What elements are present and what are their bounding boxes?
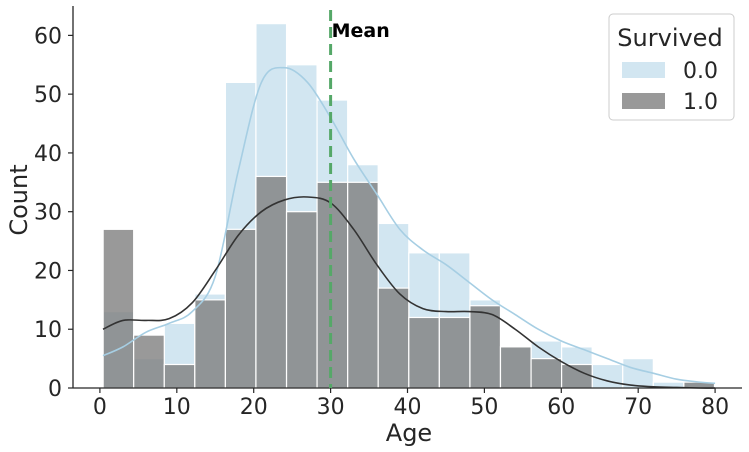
y-tick-label-60: 60 bbox=[34, 24, 62, 49]
x-tick-label-30: 30 bbox=[317, 395, 345, 420]
mean-label: Mean bbox=[332, 20, 390, 42]
bar-survived-1.0-bin-4 bbox=[224, 228, 257, 389]
bar-survived-0.0-bin-17 bbox=[622, 358, 654, 389]
bar-survived-1.0-bin-2 bbox=[163, 363, 196, 389]
bar-survived-1.0-bin-0 bbox=[102, 228, 135, 389]
bar-survived-1.0-bin-14 bbox=[530, 358, 563, 389]
x-tick-label-40: 40 bbox=[394, 395, 422, 420]
x-tick-label-20: 20 bbox=[240, 395, 268, 420]
y-tick-label-30: 30 bbox=[34, 201, 62, 226]
bar-survived-1.0-bin-15 bbox=[561, 363, 593, 389]
y-tick-label-40: 40 bbox=[34, 142, 62, 167]
bars-layer bbox=[102, 23, 716, 389]
legend-swatch-survived-1 bbox=[622, 93, 665, 109]
y-ticks: 0 10 20 30 40 50 60 bbox=[34, 24, 73, 402]
bar-survived-1.0-bin-5 bbox=[255, 175, 288, 389]
y-axis-label: Count bbox=[5, 164, 33, 235]
y-tick-label-10: 10 bbox=[34, 318, 62, 343]
bar-survived-1.0-bin-11 bbox=[438, 316, 471, 389]
x-tick-label-10: 10 bbox=[163, 395, 191, 420]
x-tick-label-60: 60 bbox=[547, 395, 575, 420]
x-tick-label-50: 50 bbox=[470, 395, 498, 420]
legend-swatch-survived-0 bbox=[622, 62, 665, 78]
kde-curve-survived-0.0 bbox=[102, 66, 716, 385]
bar-survived-1.0-bin-7 bbox=[316, 181, 349, 389]
bar-survived-1.0-bin-6 bbox=[285, 211, 318, 389]
kde-layer bbox=[102, 66, 716, 389]
bar-survived-1.0-bin-9 bbox=[377, 287, 410, 389]
legend: Survived 0.0 1.0 bbox=[608, 13, 735, 121]
x-tick-label-80: 80 bbox=[701, 395, 729, 420]
bar-survived-0.0-bin-16 bbox=[591, 363, 624, 389]
bar-survived-1.0-bin-13 bbox=[499, 346, 532, 389]
x-axis-label: Age bbox=[386, 419, 432, 447]
x-tick-label-70: 70 bbox=[624, 395, 652, 420]
y-tick-label-0: 0 bbox=[48, 377, 62, 402]
legend-label-survived-1: 1.0 bbox=[683, 90, 718, 115]
y-tick-label-20: 20 bbox=[34, 259, 62, 284]
bar-survived-1.0-bin-8 bbox=[347, 181, 379, 389]
x-tick-label-0: 0 bbox=[93, 395, 107, 420]
bar-survived-1.0-bin-10 bbox=[408, 316, 440, 389]
mean-reference: Mean bbox=[329, 10, 390, 388]
legend-label-survived-0: 0.0 bbox=[683, 59, 718, 84]
bar-survived-1.0-bin-12 bbox=[469, 305, 502, 389]
bar-survived-1.0-bin-3 bbox=[194, 299, 227, 389]
legend-title: Survived bbox=[617, 24, 722, 52]
y-tick-label-50: 50 bbox=[34, 83, 62, 108]
x-ticks: 0 10 20 30 40 50 60 70 80 bbox=[93, 388, 729, 420]
kde-curve-survived-1.0 bbox=[102, 196, 716, 389]
bar-survived-1.0-bin-1 bbox=[133, 334, 165, 389]
